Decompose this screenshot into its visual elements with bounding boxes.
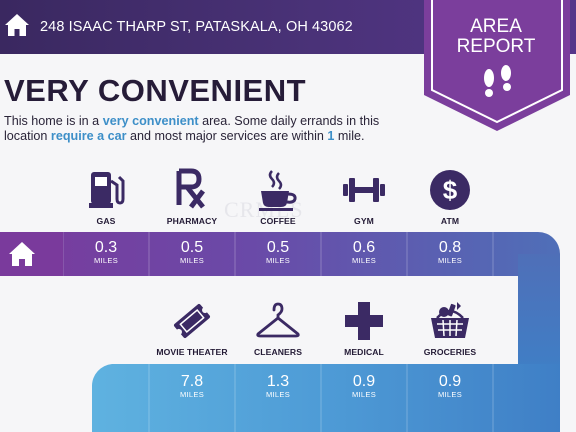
service-label-atm: ATM <box>440 216 460 226</box>
summary-description: This home is in a very convenient area. … <box>4 114 419 144</box>
medical-cross-icon <box>345 302 383 340</box>
movie-ticket-icon <box>174 303 210 339</box>
distance-value: 0.9 <box>438 373 462 390</box>
badge-title-line2: REPORT <box>456 36 536 57</box>
service-label-medical: MEDICAL <box>344 347 384 357</box>
distance-cleaners: 1.3 MILES <box>235 373 321 400</box>
distance-pharmacy: 0.5 MILES <box>149 239 235 266</box>
distance-unit: MILES <box>265 256 290 265</box>
distance-medical: 0.9 MILES <box>321 373 407 400</box>
badge-title-line1: AREA <box>470 16 522 37</box>
desc-text-3: and most major services are within <box>126 129 328 143</box>
desc-highlight-1: very convenient <box>102 114 199 128</box>
desc-text-4: mile. <box>334 129 365 143</box>
service-atm: $ ATM <box>405 167 495 226</box>
area-report-badge <box>424 0 570 131</box>
distance-value: 1.3 <box>266 373 290 390</box>
home-icon <box>5 14 29 36</box>
distance-coffee: 0.5 MILES <box>235 239 321 266</box>
distance-unit: MILES <box>179 256 204 265</box>
service-label-cleaners: CLEANERS <box>253 347 303 357</box>
distance-value: 0.5 <box>266 239 290 256</box>
service-groceries: GROCERIES <box>405 298 495 357</box>
distance-unit: MILES <box>179 390 204 399</box>
service-label-gas: GAS <box>96 216 116 226</box>
distance-gas: 0.3 MILES <box>63 239 149 266</box>
desc-highlight-3: 1 <box>327 129 335 143</box>
service-coffee: COFFEE <box>233 167 323 226</box>
service-label-gym: GYM <box>354 216 374 226</box>
gas-pump-icon <box>89 172 125 208</box>
grocery-basket-icon <box>431 302 469 338</box>
distance-atm: 0.8 MILES <box>407 239 493 266</box>
hanger-icon <box>256 302 300 338</box>
service-pharmacy: PHARMACY <box>147 167 237 226</box>
distance-value: 0.9 <box>352 373 376 390</box>
distance-value: 7.8 <box>180 373 204 390</box>
service-cleaners: CLEANERS <box>233 298 323 357</box>
distance-unit: MILES <box>437 390 462 399</box>
dumbbell-icon <box>343 178 385 202</box>
property-address: 248 ISAAC THARP ST, PATASKALA, OH 43062 <box>40 19 353 35</box>
service-gym: GYM <box>319 167 409 226</box>
distance-unit: MILES <box>351 390 376 399</box>
footprints-icon <box>484 65 511 97</box>
distance-value: 0.6 <box>352 239 376 256</box>
service-medical: MEDICAL <box>319 298 409 357</box>
desc-text-2: area. Some daily errands in this locatio… <box>4 114 380 143</box>
distance-unit: MILES <box>351 256 376 265</box>
svg-text:$: $ <box>443 175 458 205</box>
distance-value: 0.3 <box>94 239 118 256</box>
distance-value: 0.5 <box>180 239 204 256</box>
service-gas: GAS <box>61 167 151 226</box>
coffee-cup-icon <box>259 170 297 211</box>
service-label-coffee: COFFEE <box>260 216 296 226</box>
distance-gym: 0.6 MILES <box>321 239 407 266</box>
dollar-coin-icon: $ <box>430 170 470 210</box>
distance-movie-theater: 7.8 MILES <box>149 373 235 400</box>
badge-title: AREA REPORT <box>424 17 568 57</box>
distance-groceries: 0.9 MILES <box>407 373 493 400</box>
distance-value: 0.8 <box>438 239 462 256</box>
desc-highlight-2: require a car <box>50 129 127 143</box>
distance-unit: MILES <box>437 256 462 265</box>
distance-unit: MILES <box>265 390 290 399</box>
convenience-rating: VERY CONVENIENT <box>4 73 307 108</box>
service-movie-theater: MOVIE THEATER <box>147 298 237 357</box>
service-label-movie-theater: MOVIE THEATER <box>156 347 228 357</box>
service-label-pharmacy: PHARMACY <box>166 216 218 226</box>
desc-text-1: This home is in a <box>4 114 103 128</box>
distance-unit: MILES <box>93 256 118 265</box>
band-home-icon <box>9 242 35 266</box>
rx-icon <box>176 168 205 209</box>
service-label-groceries: GROCERIES <box>423 347 477 357</box>
